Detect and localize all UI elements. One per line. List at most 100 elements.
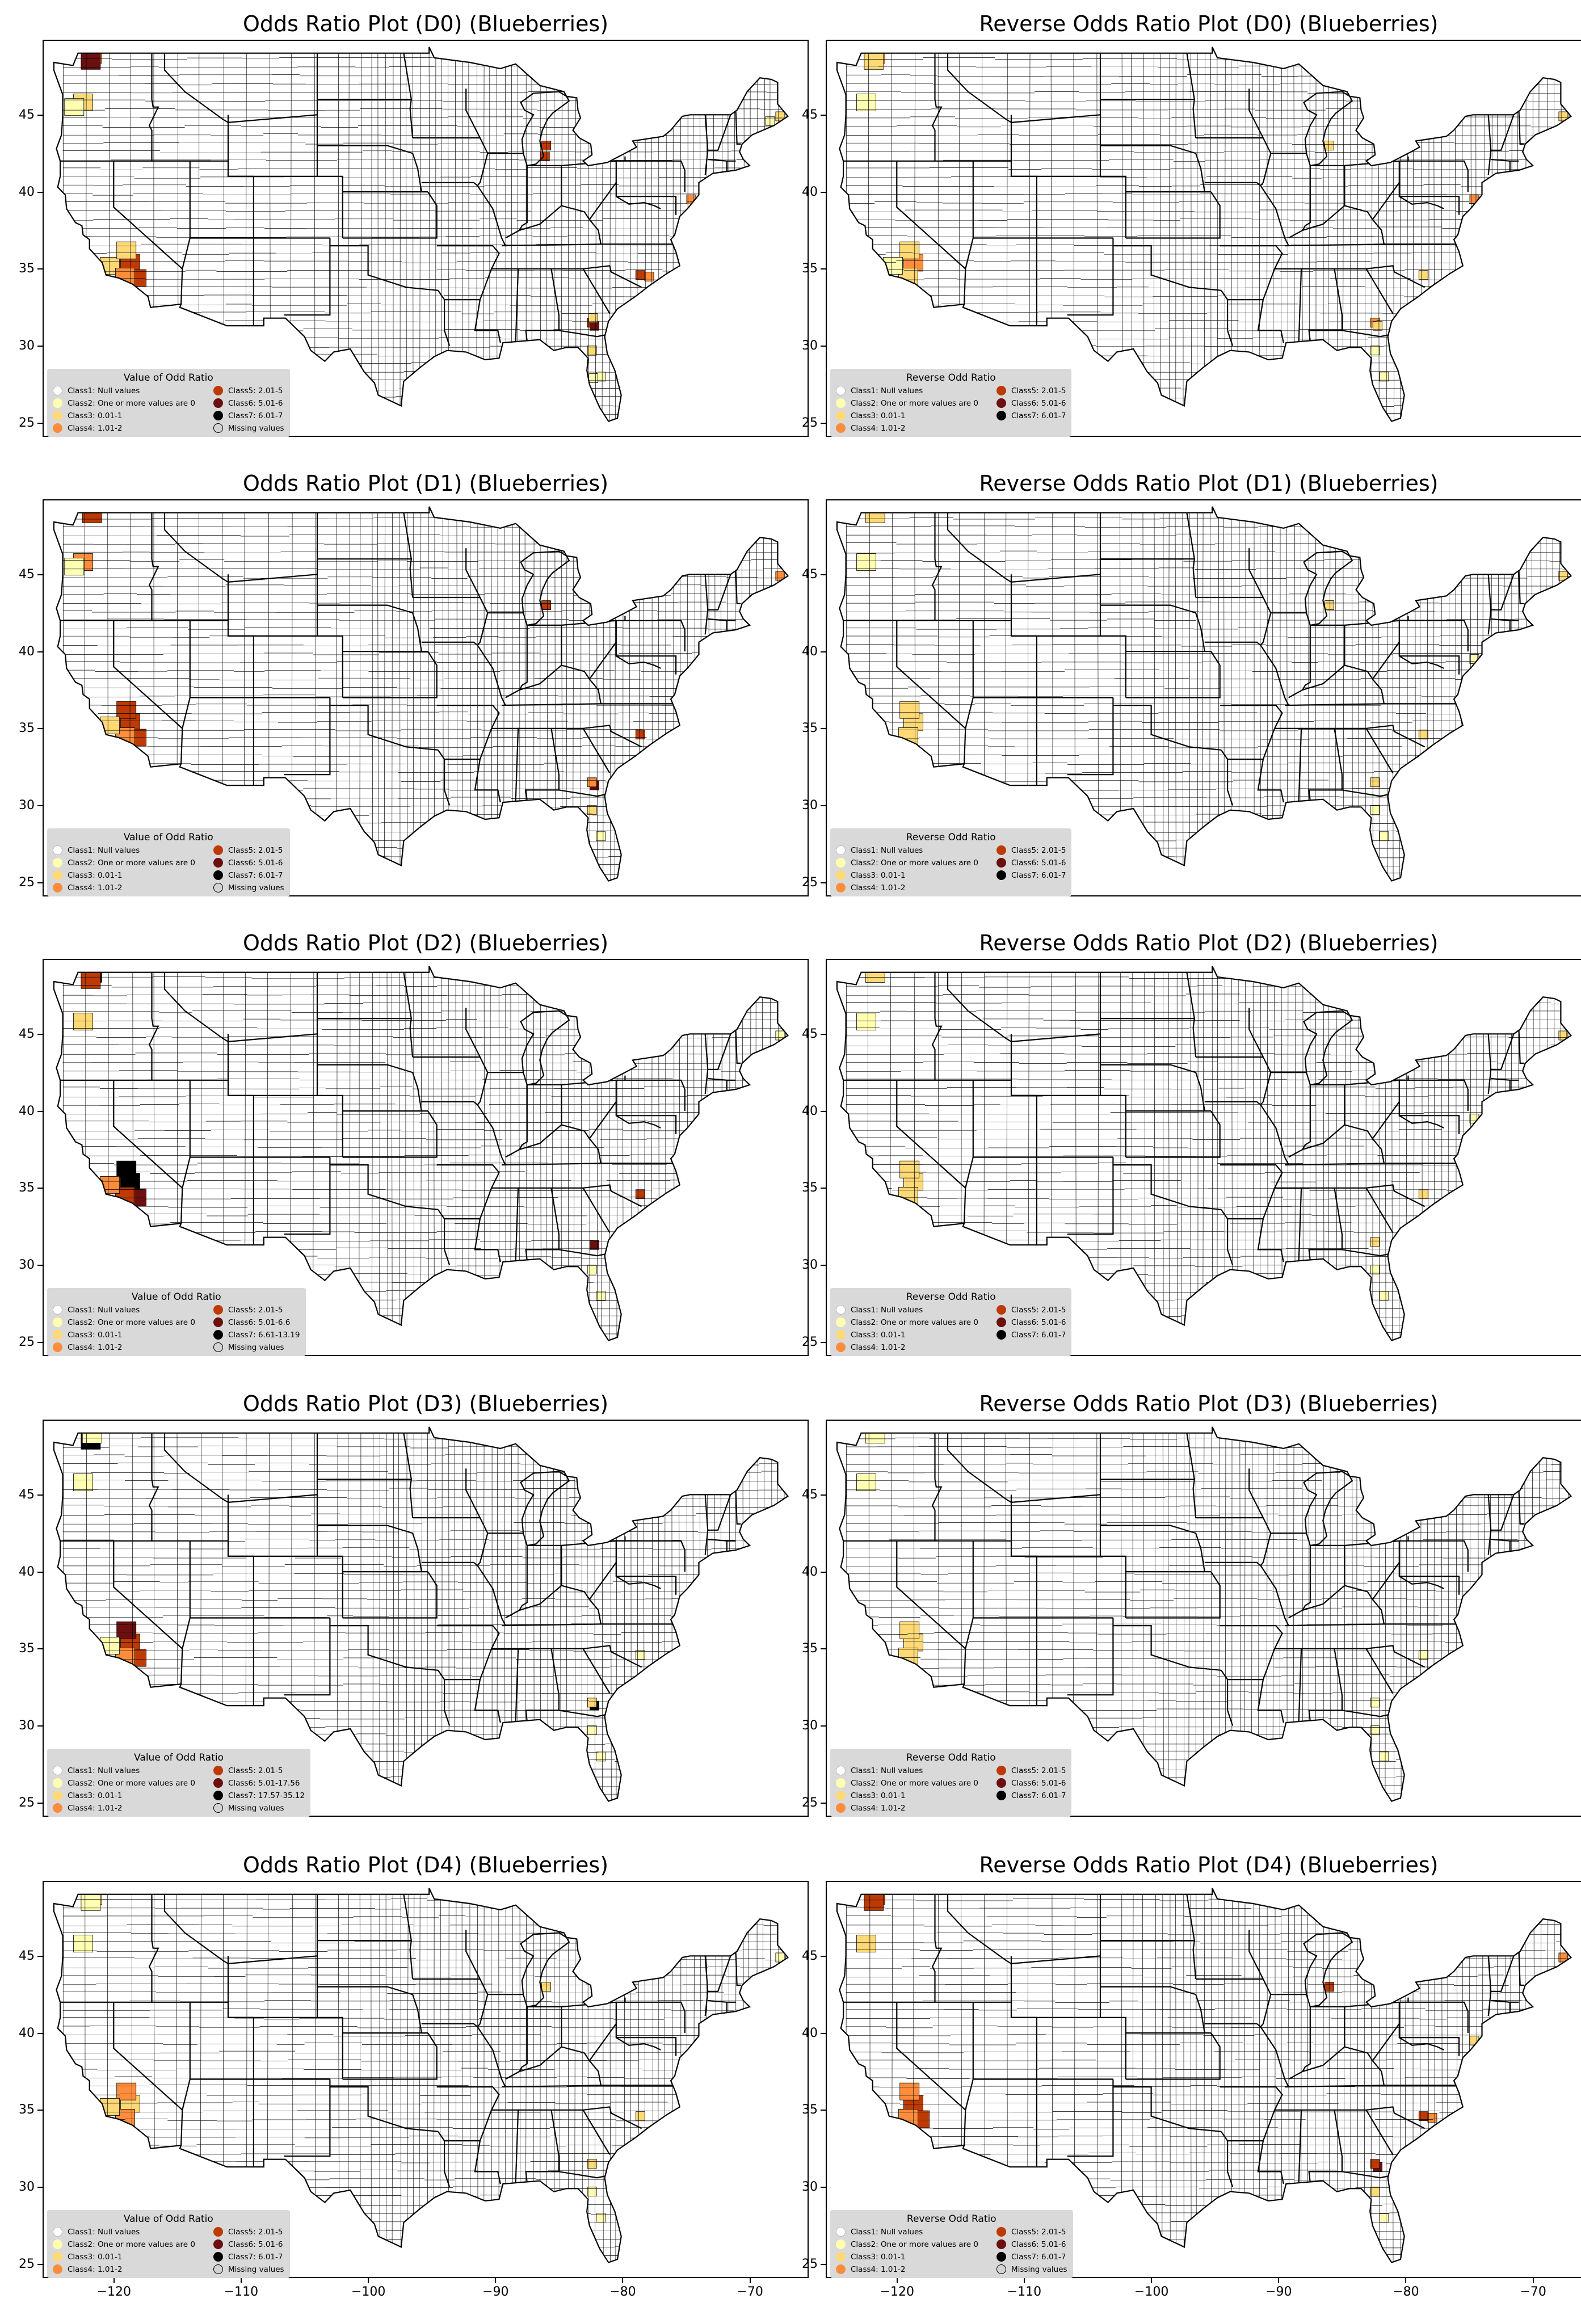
legend-item: Class4: 1.01-2 — [53, 1342, 195, 1353]
y-tick-label: 30 — [19, 2180, 35, 2195]
legend-item: Class7: 17.57-35.12 — [213, 1790, 305, 1801]
state-boundary — [616, 160, 686, 192]
legend-label: Class1: Null values — [851, 2227, 923, 2237]
us-county-map — [53, 47, 789, 422]
state-boundary — [1399, 1079, 1469, 1112]
legend-label: Class2: One or more values are 0 — [68, 1317, 195, 1327]
state-boundary — [317, 558, 414, 598]
legend-item: Class7: 6.01-7 — [996, 1329, 1066, 1340]
highlighted-county — [587, 805, 597, 815]
state-boundary — [519, 664, 562, 691]
highlighted-county — [865, 1426, 885, 1443]
state-boundary — [403, 53, 412, 100]
legend-label: Class7: 6.01-7 — [1011, 870, 1066, 880]
highlighted-county — [116, 1621, 137, 1639]
highlighted-county — [115, 267, 135, 285]
state-boundary — [1099, 1894, 1126, 2079]
state-boundary — [1302, 664, 1345, 691]
legend-item: Class7: 6.01-7 — [213, 2251, 284, 2262]
state-boundary — [1186, 1433, 1195, 1480]
highlighted-county — [898, 2108, 918, 2127]
state-boundary — [896, 1540, 966, 1649]
y-tick-label: 45 — [19, 107, 35, 122]
legend-swatch — [213, 2227, 223, 2237]
highlighted-county — [1370, 1237, 1380, 1247]
state-boundary — [1248, 1008, 1289, 1165]
legend-item: Class2: One or more values are 0 — [53, 1778, 195, 1788]
legend-item: Class3: 0.01-1 — [836, 2251, 978, 2262]
x-tick-mark — [1532, 2278, 1534, 2283]
x-tick-label: −100 — [1134, 2285, 1169, 2299]
state-boundary — [1099, 53, 1126, 238]
state-boundary — [1298, 1648, 1302, 1721]
legend-label: Missing values — [228, 1803, 284, 1813]
highlighted-county — [587, 1725, 597, 1736]
map-legend: Reverse Odd Ratio Class1: Null values Clas… — [830, 1749, 1072, 1817]
state-boundary — [1399, 196, 1460, 215]
state-boundary — [342, 651, 438, 698]
highlighted-county — [73, 1013, 93, 1030]
map-panel: Odds Ratio Plot (D0) (Blueberries) 25 30 35… — [19, 11, 809, 443]
legend-label: Class4: 1.01-2 — [851, 2264, 906, 2274]
state-boundary — [1113, 705, 1222, 751]
y-tick-label: 25 — [19, 2256, 35, 2271]
us-outline — [53, 966, 789, 1341]
legend-item: Class6: 5.01-6 — [213, 857, 284, 868]
state-boundary — [616, 655, 677, 675]
legend-item: Class4: 1.01-2 — [836, 2264, 978, 2275]
y-tick-label: 40 — [802, 644, 818, 659]
highlighted-county — [81, 1893, 101, 1911]
legend-swatch — [53, 1317, 62, 1327]
state-boundary — [947, 1894, 1101, 1965]
legend-swatch — [996, 411, 1006, 420]
state-boundary — [1308, 1648, 1343, 1721]
legend-swatch — [53, 1791, 62, 1800]
legend-swatch — [836, 398, 846, 408]
legend-label: Class4: 1.01-2 — [68, 1342, 123, 1352]
legend-item: Missing values — [213, 423, 284, 433]
state-boundary — [1100, 1018, 1197, 1058]
legend-swatch — [213, 1791, 223, 1800]
y-tick-mark — [821, 728, 826, 730]
x-tick-label: −120 — [96, 2285, 131, 2299]
y-tick-label: 30 — [19, 339, 35, 353]
y-tick-mark — [821, 1188, 826, 1189]
y-tick-label: 30 — [19, 1258, 35, 1273]
state-boundary — [615, 1562, 661, 1589]
state-boundary — [1298, 268, 1302, 342]
state-boundary — [896, 2002, 966, 2111]
state-boundary — [437, 1670, 451, 1726]
legend-label: Class6: 5.01-6 — [228, 2239, 283, 2249]
legend-swatch — [53, 398, 62, 408]
y-tick-mark — [821, 1265, 826, 1266]
legend-item: Class2: One or more values are 0 — [53, 398, 195, 409]
legend-swatch — [53, 845, 62, 855]
state-boundary — [616, 1115, 677, 1134]
highlighted-county — [1379, 2213, 1389, 2223]
state-boundary — [615, 642, 661, 669]
map-panel: Odds Ratio Plot (D2) (Blueberries) 25 30 35… — [19, 931, 809, 1362]
y-tick-mark — [37, 728, 43, 730]
legend-item: Class1: Null values — [53, 1765, 195, 1776]
state-boundary — [931, 512, 943, 621]
legend-swatch — [213, 423, 223, 433]
legend-item: Class2: One or more values are 0 — [836, 1778, 978, 1788]
legend-label: Class5: 2.01-5 — [228, 386, 283, 395]
state-boundary — [1100, 1064, 1205, 1112]
legend-item: Class4: 1.01-2 — [53, 1803, 195, 1813]
map-panel: Reverse Odds Ratio Plot (D3) (Blueberrie… — [802, 1391, 1581, 1822]
map-panel: Odds Ratio Plot (D1) (Blueberries) 25 30 35… — [19, 471, 809, 902]
y-tick-label: 45 — [19, 1948, 35, 1963]
highlighted-county — [864, 1893, 884, 1911]
map-panel: Reverse Odds Ratio Plot (D1) (Blueberrie… — [802, 471, 1581, 902]
state-boundary — [421, 1101, 478, 1106]
legend-label: Class5: 2.01-5 — [228, 1305, 283, 1315]
state-boundary — [1067, 2079, 1114, 2157]
state-boundary — [1491, 1955, 1515, 1992]
legend-item: Class7: 6.61-13.19 — [213, 1329, 300, 1340]
state-boundary — [708, 1033, 731, 1070]
legend-item: Class3: 0.01-1 — [53, 2251, 195, 2262]
us-land — [53, 47, 788, 422]
legend-item: Class6: 5.01-6 — [996, 2239, 1067, 2250]
state-boundary — [616, 1079, 686, 1112]
